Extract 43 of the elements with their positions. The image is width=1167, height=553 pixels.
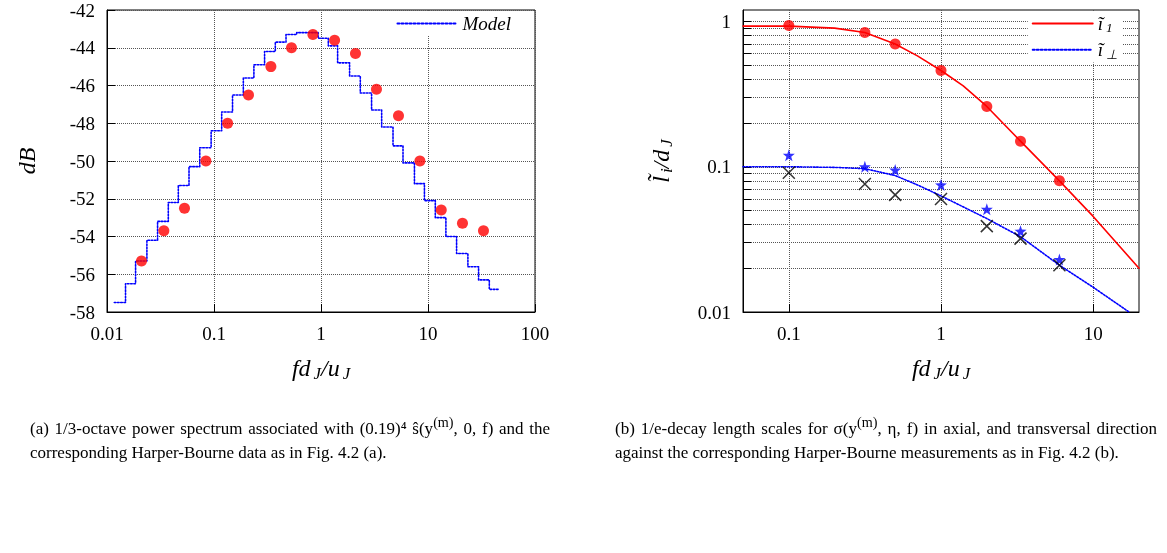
y-axis-title: dB: [14, 147, 40, 175]
y-tick-label: 1: [721, 11, 731, 32]
point: [393, 110, 404, 122]
point: [370, 83, 382, 95]
y-tick-label: -42: [69, 0, 95, 21]
point: [222, 117, 234, 129]
y-tick-label: -52: [69, 188, 95, 210]
point: [349, 47, 361, 59]
point: [179, 202, 190, 214]
y-tick-label: 0.01: [697, 301, 731, 323]
x-tick-label: 10: [418, 323, 438, 344]
point: [265, 61, 277, 73]
y-axis-title: l̃i/dJ: [647, 137, 676, 183]
x-tick-label: 0.01: [90, 323, 124, 344]
point: [414, 155, 426, 167]
point: [456, 217, 468, 229]
point: [135, 255, 147, 267]
point: [477, 225, 489, 237]
x-tick-label: 100: [520, 323, 550, 344]
text: (a) 1/3-octave power spectrum associated with (0.19)⁴ ŝ(y$^{(m)}$, 0, f) and the corresponding Harper-Bourne data as in Fig. 4.2 (a).: [30, 414, 550, 462]
y-tick-label: -48: [69, 112, 95, 134]
y-tick-label: -46: [69, 75, 95, 96]
x-tick-label: 0.1: [776, 323, 801, 344]
x-tick-label: 10: [1083, 323, 1103, 344]
y-tick-label: 0.1: [707, 156, 731, 178]
y-tick-label: -44: [69, 37, 96, 59]
legend-label: Model: [461, 13, 512, 34]
point: [286, 42, 297, 54]
point: [307, 29, 319, 41]
y-tick-label: -56: [69, 263, 95, 285]
legend-label: ĩ⊥: [1097, 39, 1118, 62]
point: [435, 204, 447, 216]
point: [200, 155, 212, 167]
x-tick-label: 1: [936, 323, 946, 344]
point: [329, 34, 341, 46]
y-tick-label: -58: [69, 301, 95, 323]
text: (b) 1/e-decay length scales for σ(y$^{(m)}$, η, f) in axial, and transversal direction against the corresponding Harper-Bourne measurements as in Fig. 4.2 (b).: [614, 413, 1158, 464]
x-tick-label: 1: [316, 323, 326, 344]
y-tick-label: -54: [69, 226, 96, 247]
x-tick-label: 0.1: [202, 323, 226, 344]
point: [242, 89, 254, 101]
y-tick-label: -50: [69, 150, 95, 172]
point: [158, 225, 170, 237]
